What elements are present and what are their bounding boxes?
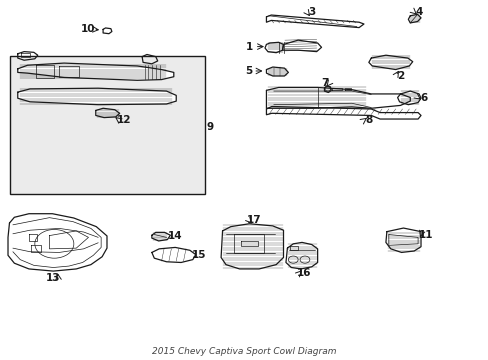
Text: 15: 15 (191, 249, 205, 260)
Text: 2: 2 (396, 71, 404, 81)
Bar (10, 56, 205, 194)
Polygon shape (18, 88, 176, 105)
Text: 8: 8 (365, 115, 372, 125)
Text: 14: 14 (167, 231, 182, 241)
Text: 9: 9 (206, 122, 213, 132)
Text: 17: 17 (246, 215, 261, 225)
Text: 4: 4 (414, 7, 422, 17)
Text: 5: 5 (244, 66, 251, 76)
Polygon shape (18, 63, 173, 80)
Text: 2015 Chevy Captiva Sport Cowl Diagram: 2015 Chevy Captiva Sport Cowl Diagram (152, 347, 336, 356)
Text: 7: 7 (320, 78, 327, 88)
Text: 10: 10 (81, 24, 96, 35)
Text: 13: 13 (46, 273, 61, 283)
Text: 12: 12 (116, 115, 131, 125)
Text: 16: 16 (296, 268, 310, 278)
Text: 6: 6 (420, 93, 427, 103)
Text: 3: 3 (307, 7, 315, 17)
Text: 1: 1 (246, 42, 253, 51)
Text: 11: 11 (418, 230, 432, 239)
